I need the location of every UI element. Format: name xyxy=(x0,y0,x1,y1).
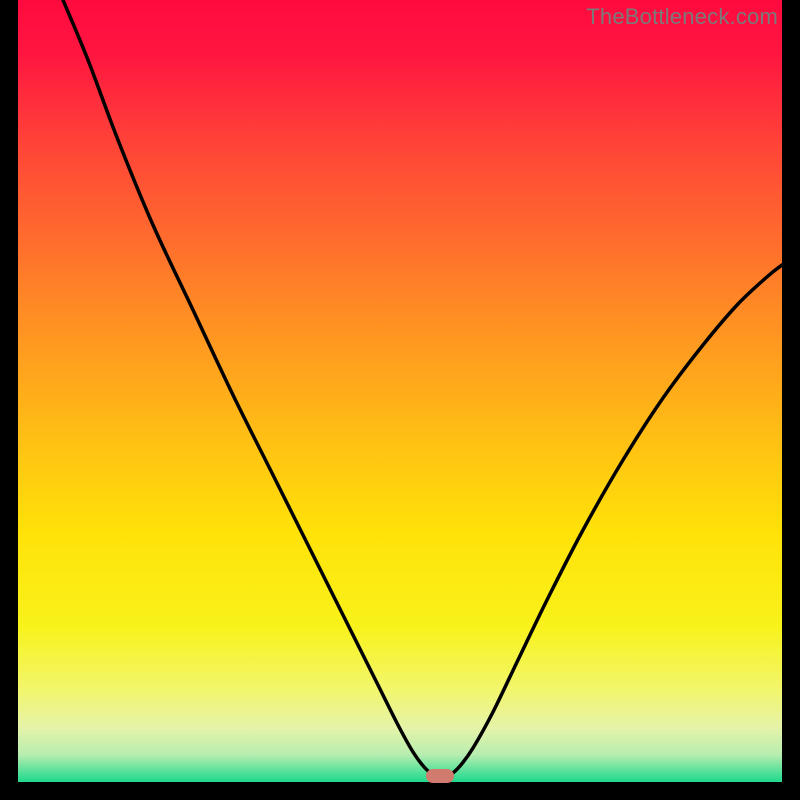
minimum-marker xyxy=(426,769,454,783)
bottleneck-chart: TheBottleneck.com xyxy=(0,0,800,800)
source-watermark: TheBottleneck.com xyxy=(586,4,778,30)
gradient-background xyxy=(18,0,782,782)
chart-border-bottom xyxy=(0,782,800,800)
chart-border-left xyxy=(0,0,18,800)
chart-plot-area xyxy=(18,0,782,782)
chart-border-right xyxy=(782,0,800,800)
